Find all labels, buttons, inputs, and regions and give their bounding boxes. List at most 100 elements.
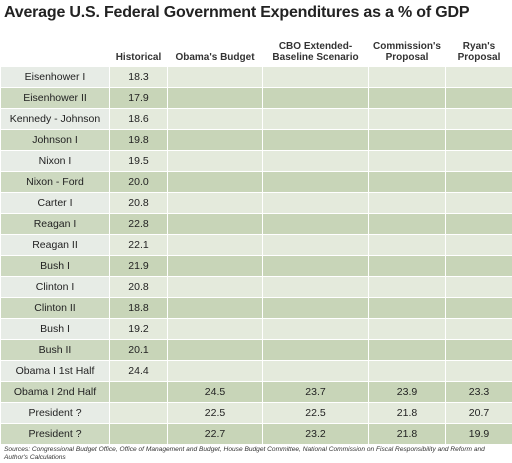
cell-value	[168, 150, 263, 171]
cell-value	[263, 108, 369, 129]
cell-value	[168, 108, 263, 129]
column-header: Commission's Proposal	[369, 26, 446, 66]
row-label: Nixon I	[1, 150, 110, 171]
cell-value: 20.8	[110, 192, 168, 213]
cell-value	[446, 360, 512, 381]
row-label: President ?	[1, 423, 110, 444]
cell-value	[168, 318, 263, 339]
cell-value	[110, 402, 168, 423]
cell-value	[369, 66, 446, 87]
cell-value	[168, 213, 263, 234]
column-header	[1, 26, 110, 66]
cell-value	[168, 339, 263, 360]
cell-value: 23.9	[369, 381, 446, 402]
cell-value	[446, 171, 512, 192]
row-label: Eisenhower II	[1, 87, 110, 108]
cell-value	[263, 339, 369, 360]
cell-value: 20.1	[110, 339, 168, 360]
cell-value	[446, 234, 512, 255]
cell-value	[110, 381, 168, 402]
cell-value: 24.4	[110, 360, 168, 381]
cell-value	[369, 276, 446, 297]
row-label: Obama I 1st Half	[1, 360, 110, 381]
cell-value	[446, 318, 512, 339]
cell-value	[168, 87, 263, 108]
cell-value: 18.3	[110, 66, 168, 87]
cell-value	[263, 255, 369, 276]
cell-value	[263, 171, 369, 192]
cell-value	[168, 66, 263, 87]
sources-note: Sources: Congressional Budget Office, Of…	[0, 445, 512, 463]
cell-value: 18.6	[110, 108, 168, 129]
cell-value	[369, 213, 446, 234]
cell-value: 21.8	[369, 423, 446, 444]
cell-value: 19.5	[110, 150, 168, 171]
row-label: Bush I	[1, 318, 110, 339]
cell-value	[263, 192, 369, 213]
cell-value	[168, 129, 263, 150]
cell-value	[263, 297, 369, 318]
cell-value: 17.9	[110, 87, 168, 108]
cell-value: 22.5	[263, 402, 369, 423]
row-label: Eisenhower I	[1, 66, 110, 87]
row-label: Reagan I	[1, 213, 110, 234]
row-label: Johnson I	[1, 129, 110, 150]
cell-value	[263, 66, 369, 87]
cell-value	[369, 360, 446, 381]
row-label: Bush II	[1, 339, 110, 360]
cell-value	[369, 150, 446, 171]
cell-value	[446, 192, 512, 213]
cell-value	[369, 234, 446, 255]
cell-value	[446, 66, 512, 87]
cell-value: 23.3	[446, 381, 512, 402]
cell-value: 21.9	[110, 255, 168, 276]
row-label: Obama I 2nd Half	[1, 381, 110, 402]
row-label: Nixon - Ford	[1, 171, 110, 192]
cell-value: 19.8	[110, 129, 168, 150]
row-label: Clinton II	[1, 297, 110, 318]
cell-value: 20.7	[446, 402, 512, 423]
cell-value: 22.7	[168, 423, 263, 444]
cell-value	[446, 87, 512, 108]
cell-value: 22.1	[110, 234, 168, 255]
cell-value	[263, 318, 369, 339]
cell-value	[168, 234, 263, 255]
column-header: Obama's Budget	[168, 26, 263, 66]
cell-value: 20.0	[110, 171, 168, 192]
cell-value	[110, 423, 168, 444]
row-label: President ?	[1, 402, 110, 423]
cell-value	[168, 297, 263, 318]
title: Average U.S. Federal Government Expendit…	[0, 0, 512, 26]
cell-value	[369, 318, 446, 339]
cell-value	[263, 276, 369, 297]
row-label: Clinton I	[1, 276, 110, 297]
cell-value	[168, 192, 263, 213]
cell-value	[446, 150, 512, 171]
cell-value: 21.8	[369, 402, 446, 423]
cell-value	[369, 108, 446, 129]
cell-value	[168, 360, 263, 381]
cell-value: 18.8	[110, 297, 168, 318]
row-label: Carter I	[1, 192, 110, 213]
cell-value: 22.5	[168, 402, 263, 423]
cell-value	[446, 297, 512, 318]
cell-value	[168, 276, 263, 297]
row-label: Kennedy - Johnson	[1, 108, 110, 129]
cell-value: 20.8	[110, 276, 168, 297]
cell-value	[263, 360, 369, 381]
